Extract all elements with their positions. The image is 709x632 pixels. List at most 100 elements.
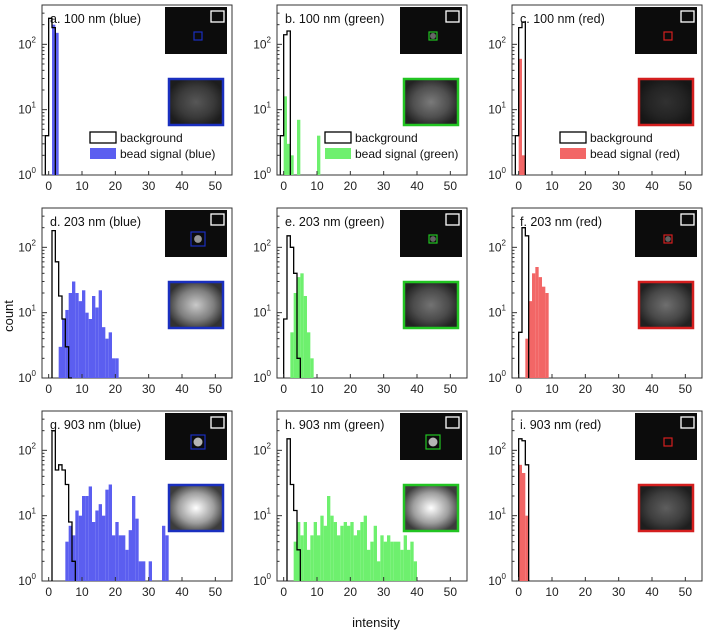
x-tick-label: 0 xyxy=(45,382,52,396)
background-histogram xyxy=(279,30,291,175)
signal-bar xyxy=(68,293,72,378)
panel-title: e. 203 nm (green) xyxy=(285,215,384,229)
signal-bar xyxy=(400,549,404,581)
y-tick-exponent: 1 xyxy=(502,101,507,110)
y-tick-label: 101 xyxy=(253,304,271,320)
panel-title: d. 203 nm (blue) xyxy=(50,215,141,229)
y-tick-label: 101 xyxy=(488,101,506,117)
legend-background-label: background xyxy=(355,131,418,145)
signal-bar xyxy=(532,273,536,378)
legend-signal-swatch xyxy=(90,148,116,159)
signal-bar xyxy=(357,530,361,581)
y-tick-exponent: 0 xyxy=(267,369,272,378)
signal-bar xyxy=(383,541,387,581)
inset-selection-box xyxy=(428,31,438,41)
signal-bar xyxy=(98,290,102,378)
inset-scalebar-box xyxy=(210,416,225,429)
inset-field xyxy=(165,413,227,460)
signal-bar xyxy=(135,518,139,581)
x-tick-label: 20 xyxy=(344,382,358,396)
signal-bar xyxy=(78,515,82,581)
signal-bar xyxy=(290,332,294,378)
inset-zoom xyxy=(637,77,695,127)
legend-signal-label: bead signal (blue) xyxy=(120,147,215,161)
signal-bar xyxy=(290,155,294,175)
inset-selection-box xyxy=(193,31,203,41)
x-tick-label: 20 xyxy=(109,179,123,193)
signal-bar xyxy=(115,521,119,581)
inset-selection-box xyxy=(190,231,206,247)
signal-bar xyxy=(327,496,331,581)
y-tick-exponent: 2 xyxy=(267,441,272,450)
x-tick-label: 40 xyxy=(645,382,659,396)
x-tick-label: 40 xyxy=(175,382,189,396)
signal-bar xyxy=(108,332,112,378)
y-tick-label: 102 xyxy=(488,35,506,51)
signal-bar xyxy=(310,535,314,581)
y-tick-exponent: 2 xyxy=(502,441,507,450)
signal-bar xyxy=(65,309,69,378)
inset-field xyxy=(165,7,227,54)
signal-bar xyxy=(522,155,526,175)
inset-scalebar-box xyxy=(445,213,460,226)
signal-bar xyxy=(307,549,311,581)
inset-selection-box xyxy=(663,31,673,41)
y-tick-label: 100 xyxy=(18,369,36,385)
x-tick-label: 40 xyxy=(175,585,189,599)
inset-zoom xyxy=(637,483,695,533)
x-axis-label: intensity xyxy=(352,615,400,630)
x-tick-label: 10 xyxy=(310,585,324,599)
panel-title: b. 100 nm (green) xyxy=(285,12,384,26)
signal-bar xyxy=(115,358,119,378)
x-tick-label: 50 xyxy=(679,382,693,396)
signal-bar xyxy=(333,521,337,581)
x-tick-label: 10 xyxy=(545,382,559,396)
panel-title: f. 203 nm (red) xyxy=(520,215,602,229)
signal-bar xyxy=(403,535,407,581)
x-tick-label: 20 xyxy=(109,382,123,396)
x-tick-label: 50 xyxy=(679,585,693,599)
y-tick-exponent: 1 xyxy=(32,304,37,313)
inset-field xyxy=(635,7,697,54)
inset-scalebar-box xyxy=(680,10,695,23)
signal-bar xyxy=(393,541,397,581)
x-tick-label: 0 xyxy=(515,382,522,396)
background-histogram xyxy=(518,438,530,581)
inset-zoom xyxy=(167,77,225,127)
inset-selection-box xyxy=(428,234,438,244)
signal-bar xyxy=(413,561,417,581)
x-tick-label: 0 xyxy=(515,585,522,599)
y-tick-label: 101 xyxy=(488,507,506,523)
inset-selection-box xyxy=(190,434,206,450)
signal-bar xyxy=(75,510,79,581)
signal-bar xyxy=(317,535,321,581)
signal-bar xyxy=(82,496,86,581)
signal-bar xyxy=(95,510,99,581)
panel-title: h. 903 nm (green) xyxy=(285,418,384,432)
background-histogram xyxy=(518,227,530,378)
legend-background-label: background xyxy=(590,131,653,145)
signal-bar xyxy=(293,293,297,378)
y-tick-exponent: 0 xyxy=(32,369,37,378)
y-tick-exponent: 2 xyxy=(32,441,37,450)
x-tick-label: 30 xyxy=(377,179,391,193)
signal-bar xyxy=(148,561,152,581)
x-tick-label: 20 xyxy=(109,585,123,599)
x-tick-label: 10 xyxy=(75,585,89,599)
signal-bar xyxy=(522,472,526,581)
signal-bar xyxy=(162,525,166,581)
x-tick-label: 10 xyxy=(310,179,324,193)
signal-bar xyxy=(112,535,116,581)
signal-bar xyxy=(320,515,324,581)
signal-bar xyxy=(323,525,327,581)
legend-signal-label: bead signal (green) xyxy=(355,147,458,161)
y-tick-exponent: 0 xyxy=(32,572,37,581)
signal-bar xyxy=(370,541,374,581)
panel-title: i. 903 nm (red) xyxy=(520,418,601,432)
signal-bar xyxy=(102,515,106,581)
signal-bar xyxy=(88,486,92,581)
signal-bar xyxy=(397,541,401,581)
